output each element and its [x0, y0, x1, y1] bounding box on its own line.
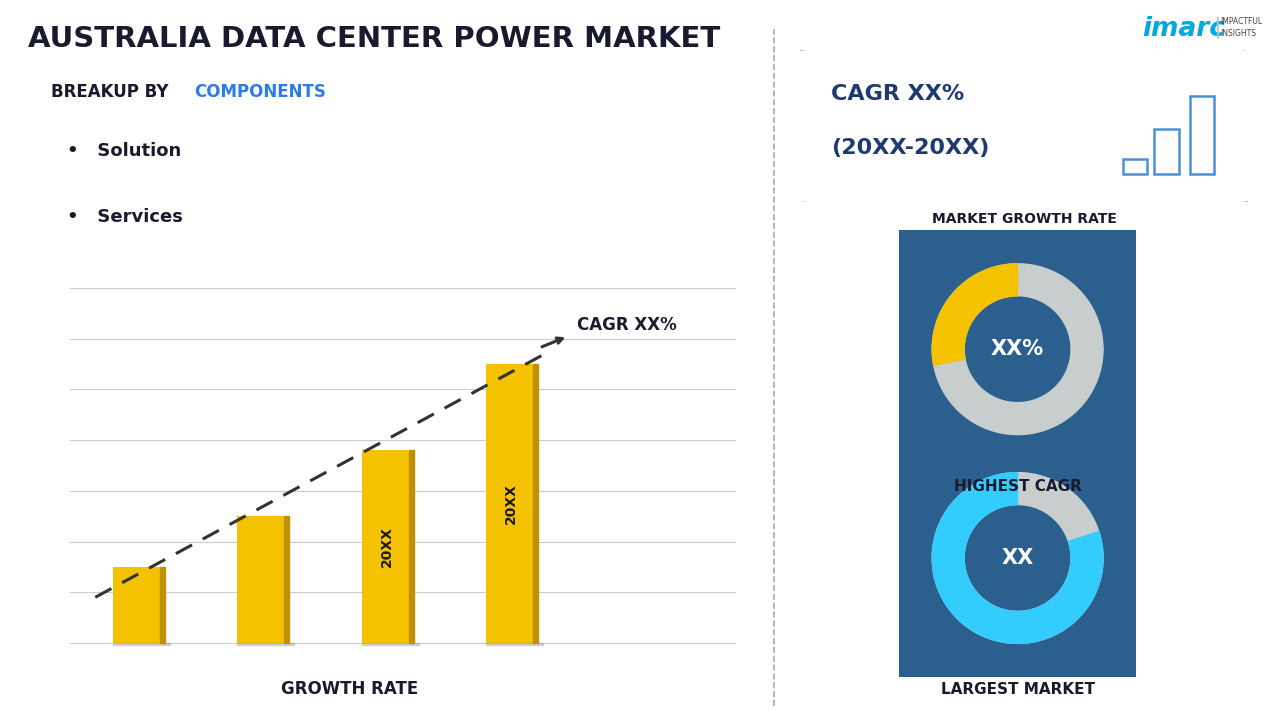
- Bar: [361, 643, 419, 645]
- Polygon shape: [932, 264, 1103, 435]
- Bar: [237, 516, 289, 643]
- Text: BREAKUP BY: BREAKUP BY: [51, 83, 174, 101]
- Text: 20XX: 20XX: [504, 483, 518, 524]
- Polygon shape: [932, 472, 1103, 644]
- Bar: [113, 567, 165, 643]
- Text: MARKET GROWTH RATE: MARKET GROWTH RATE: [932, 212, 1116, 226]
- Text: IMPACTFUL
INSIGHTS: IMPACTFUL INSIGHTS: [1220, 17, 1262, 38]
- Text: HIGHEST CAGR: HIGHEST CAGR: [954, 479, 1082, 494]
- FancyBboxPatch shape: [891, 223, 1144, 475]
- Text: GROWTH RATE: GROWTH RATE: [282, 680, 419, 698]
- Text: |: |: [1213, 17, 1221, 38]
- FancyBboxPatch shape: [786, 49, 1262, 203]
- Text: •   Solution: • Solution: [67, 142, 180, 160]
- Text: imarc: imarc: [1142, 16, 1225, 42]
- Bar: [113, 643, 170, 645]
- Bar: [486, 643, 543, 645]
- Text: LARGEST MARKET: LARGEST MARKET: [941, 682, 1094, 697]
- Text: CAGR XX%: CAGR XX%: [577, 315, 677, 333]
- FancyBboxPatch shape: [891, 432, 1144, 684]
- Text: AUSTRALIA DATA CENTER POWER MARKET: AUSTRALIA DATA CENTER POWER MARKET: [28, 25, 721, 53]
- Polygon shape: [932, 472, 1103, 644]
- Bar: [160, 567, 165, 643]
- Polygon shape: [932, 264, 1018, 365]
- Bar: [237, 643, 294, 645]
- Bar: [284, 516, 289, 643]
- Text: XX: XX: [1001, 548, 1034, 568]
- Bar: [361, 450, 413, 643]
- Bar: [408, 450, 413, 643]
- Text: (20XX-20XX): (20XX-20XX): [832, 138, 989, 158]
- Text: COMPONENTS: COMPONENTS: [195, 83, 326, 101]
- FancyBboxPatch shape: [28, 99, 428, 290]
- Text: 20XX: 20XX: [379, 526, 393, 567]
- Text: •   Services: • Services: [67, 207, 183, 225]
- Bar: [534, 364, 538, 643]
- Bar: [486, 364, 538, 643]
- Text: CAGR XX%: CAGR XX%: [832, 84, 965, 104]
- Text: XX%: XX%: [991, 339, 1044, 359]
